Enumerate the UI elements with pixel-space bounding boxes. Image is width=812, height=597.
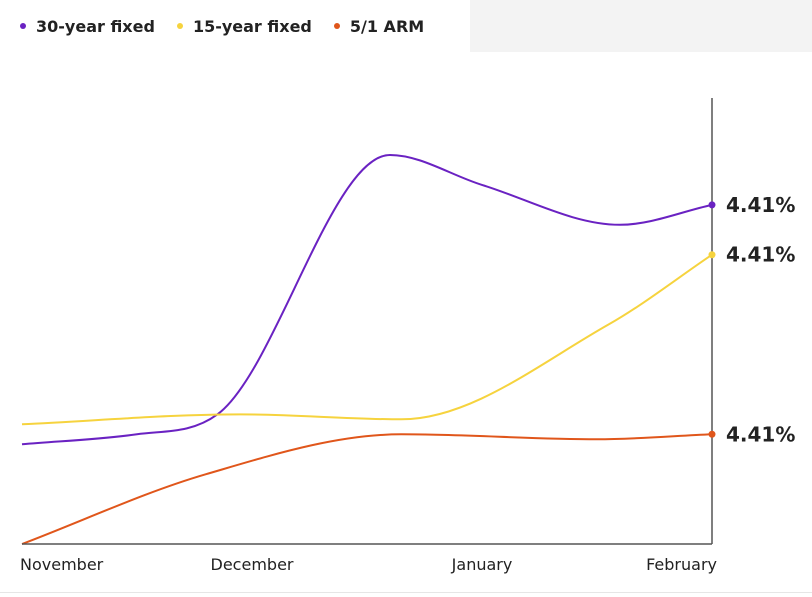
end-value-label: 4.41% (726, 422, 795, 446)
x-tick-label: February (646, 555, 717, 574)
end-value-label: 4.41% (726, 193, 795, 217)
x-tick-labels: November December January February (20, 555, 717, 574)
series-line (21, 253, 713, 426)
series-line (21, 153, 713, 446)
series-lines (21, 153, 713, 545)
legend-label: 30-year fixed (36, 16, 155, 36)
x-tick-label: November (20, 555, 104, 574)
bottom-divider (0, 592, 812, 593)
legend-item: 30-year fixed (20, 17, 155, 36)
series-line (21, 433, 713, 545)
legend-item: 5/1 ARM (333, 16, 425, 36)
legend: 30-year fixed 15-year fixed 5/1 ARM (20, 14, 424, 38)
legend-swatch (333, 23, 340, 29)
x-tick-label: January (451, 555, 513, 574)
series-end-markers: 4.41% 4.41% 4.41% (708, 193, 795, 446)
series-end-marker (708, 201, 716, 209)
legend-label: 5/1 ARM (349, 16, 425, 36)
legend-swatch (20, 23, 26, 29)
x-tick-label: December (211, 555, 294, 574)
legend-label: 15-year fixed (192, 16, 312, 36)
series-end-marker (708, 430, 716, 438)
legend-swatch (176, 23, 183, 29)
end-value-label: 4.41% (726, 243, 795, 267)
legend-panel-background (470, 0, 812, 52)
series-end-marker (708, 251, 716, 259)
legend-item: 15-year fixed (176, 16, 312, 36)
